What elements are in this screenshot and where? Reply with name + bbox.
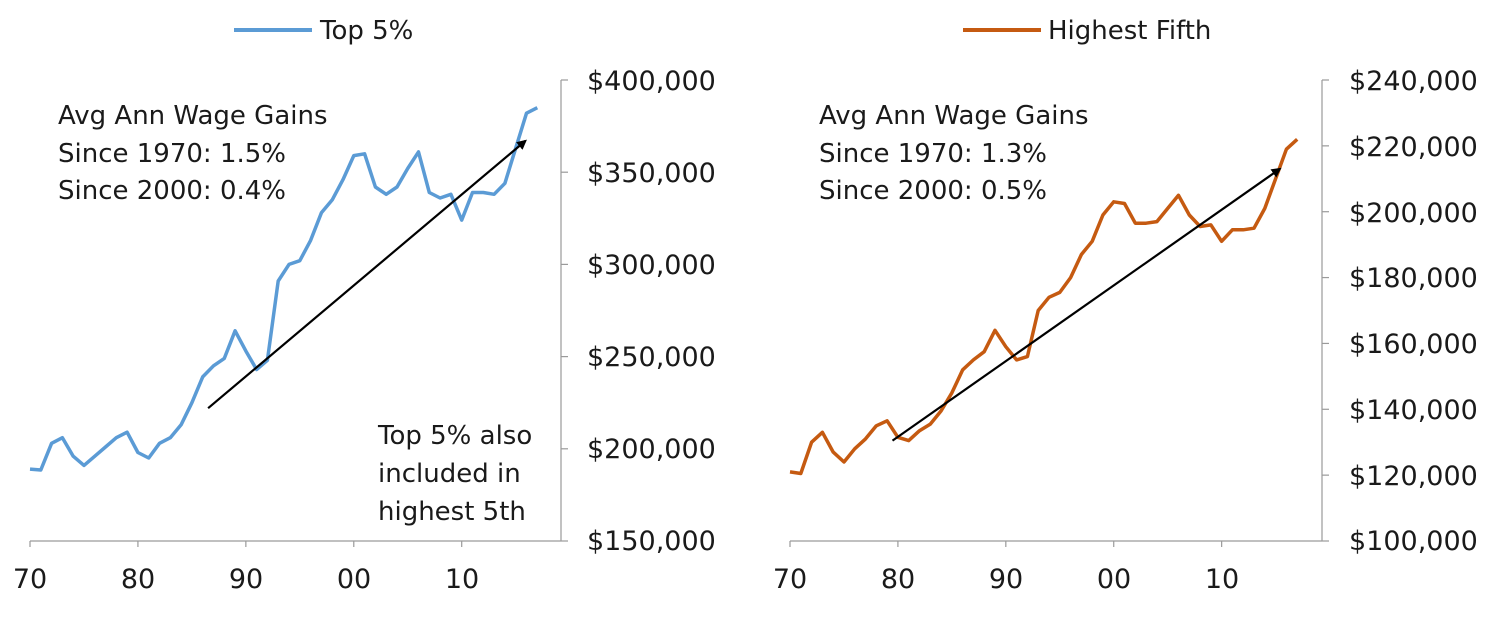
annotation-top5-note: Top 5% also included in highest 5th bbox=[377, 421, 532, 527]
y-tick-label: $120,000 bbox=[1349, 461, 1478, 492]
x-tick-label: 10 bbox=[445, 564, 479, 595]
x-tick-label: 80 bbox=[881, 564, 915, 595]
y-tick-label: $140,000 bbox=[1349, 395, 1478, 426]
y-tick-label: $250,000 bbox=[587, 342, 716, 373]
annotation-line: Avg Ann Wage Gains bbox=[819, 101, 1089, 131]
plot-area-top5: 70 80 90 00 10 $400,000 $350,000 $300,00… bbox=[13, 66, 716, 595]
y-tick-label: $180,000 bbox=[1349, 263, 1478, 294]
y-tick-label: $300,000 bbox=[587, 250, 716, 281]
y-tick-label: $160,000 bbox=[1349, 329, 1478, 360]
x-tick-label: 00 bbox=[337, 564, 371, 595]
legend-highest-fifth: Highest Fifth bbox=[963, 16, 1211, 46]
plot-area-highest-fifth: 70 80 90 00 10 $240,000 $220,000 $200,00… bbox=[773, 66, 1478, 595]
y-tick-label: $150,000 bbox=[587, 526, 716, 557]
y-tick-label: $350,000 bbox=[587, 158, 716, 189]
trend-arrow-top5 bbox=[207, 139, 527, 410]
annotation-line: Since 2000: 0.5% bbox=[819, 176, 1047, 206]
annotation-line: Since 1970: 1.3% bbox=[819, 139, 1047, 169]
y-tick-label: $240,000 bbox=[1349, 66, 1478, 97]
y-tick-label: $100,000 bbox=[1349, 526, 1478, 557]
x-tick-label: 80 bbox=[121, 564, 155, 595]
annotation-highest-fifth-gains: Avg Ann Wage Gains Since 1970: 1.3% Sinc… bbox=[819, 101, 1089, 206]
x-tick-label: 00 bbox=[1097, 564, 1131, 595]
series-line-top5 bbox=[29, 106, 539, 472]
annotation-line: Avg Ann Wage Gains bbox=[58, 101, 328, 131]
chart-highest-fifth: Highest Fifth 70 80 90 00 10 $240,000 $2… bbox=[773, 16, 1478, 595]
y-tick-label: $200,000 bbox=[587, 434, 716, 465]
annotation-line: Since 1970: 1.5% bbox=[58, 139, 286, 169]
annotation-line: Since 2000: 0.4% bbox=[58, 176, 286, 206]
annotation-top5-gains: Avg Ann Wage Gains Since 1970: 1.5% Sinc… bbox=[58, 101, 328, 206]
annotation-line: included in bbox=[378, 459, 521, 489]
x-tick-label: 90 bbox=[229, 564, 263, 595]
series-line-highest-fifth bbox=[789, 138, 1299, 476]
legend-label-top5: Top 5% bbox=[319, 16, 413, 46]
y-tick-label: $200,000 bbox=[1349, 198, 1478, 229]
x-tick-label: 70 bbox=[13, 564, 47, 595]
x-tick-label: 70 bbox=[773, 564, 807, 595]
annotation-line: highest 5th bbox=[378, 497, 526, 527]
x-tick-label: 10 bbox=[1205, 564, 1239, 595]
annotation-line: Top 5% also bbox=[377, 421, 532, 451]
y-tick-label: $400,000 bbox=[587, 66, 716, 97]
chart-top5: Top 5% 70 80 90 00 10 $400,000 $350,000 … bbox=[13, 16, 716, 595]
legend-top5: Top 5% bbox=[234, 16, 413, 46]
y-tick-label: $220,000 bbox=[1349, 132, 1478, 163]
trend-arrow-highest-fifth bbox=[891, 167, 1282, 442]
legend-label-highest-fifth: Highest Fifth bbox=[1048, 16, 1211, 46]
x-tick-label: 90 bbox=[989, 564, 1023, 595]
